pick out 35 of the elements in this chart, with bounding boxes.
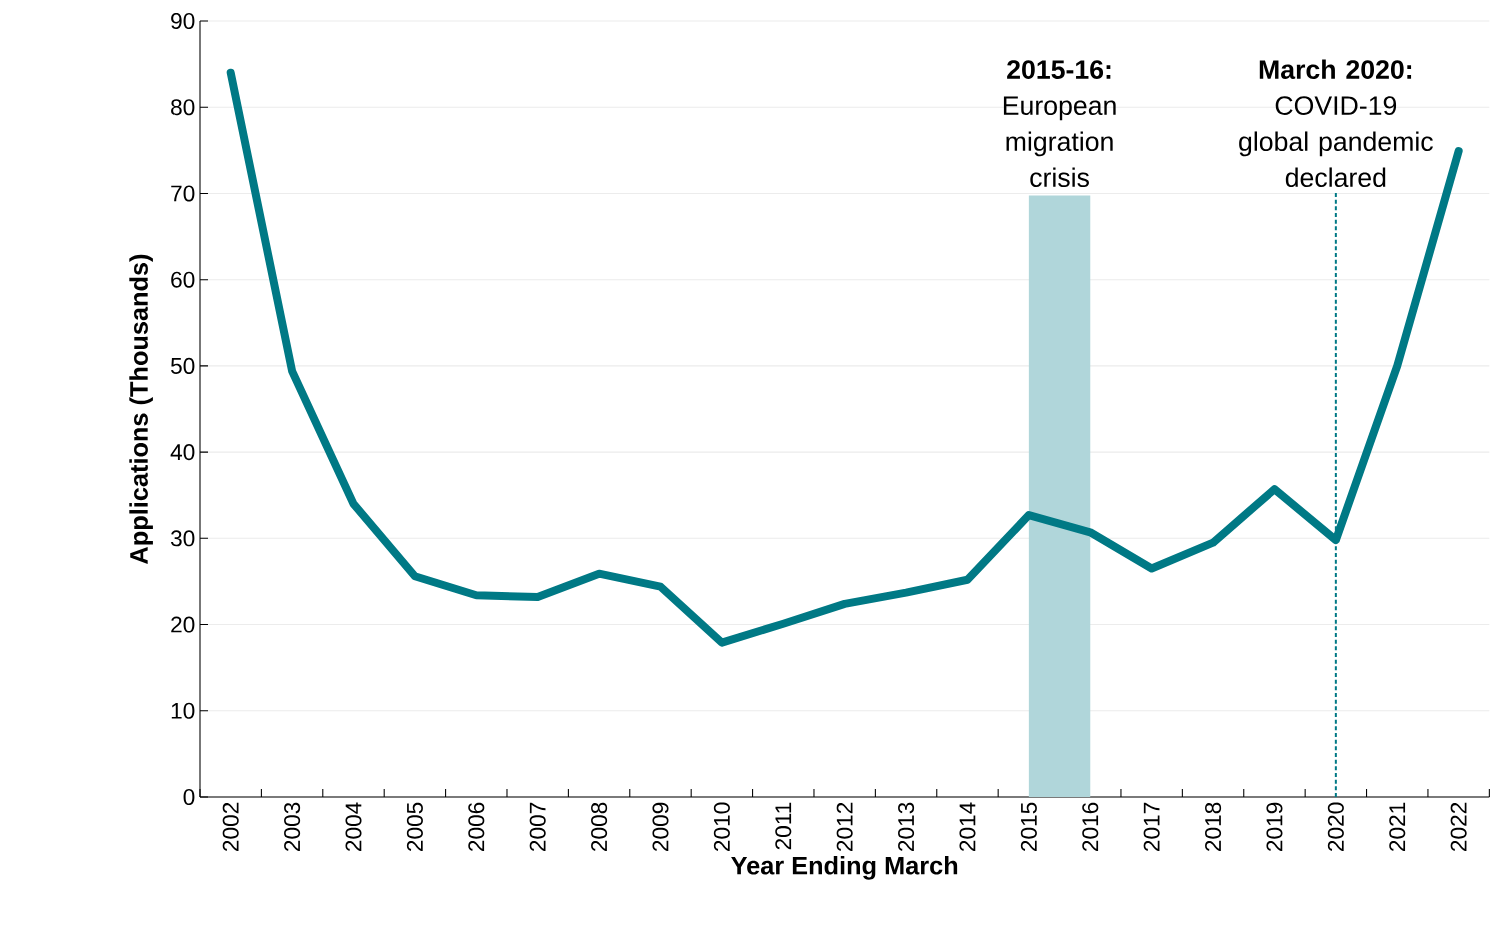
x-tick-label: 2002 <box>222 802 239 851</box>
x-tick-label: 2006 <box>468 802 485 851</box>
x-tick-label: 2003 <box>284 802 301 851</box>
x-tick-label: 2011 <box>775 802 792 850</box>
x-tick-label: 2012 <box>836 802 853 851</box>
x-tick-label: 2019 <box>1266 802 1283 851</box>
x-tick-label: 2008 <box>591 802 608 851</box>
x-axis-title: Year Ending March <box>731 855 958 880</box>
x-tick-label: 2015 <box>1020 802 1037 851</box>
x-tick-label: 2022 <box>1450 802 1467 851</box>
y-axis-title: Applications (Thousands) <box>129 254 153 564</box>
x-tick-label: 2018 <box>1205 802 1222 851</box>
x-tick-label: 2021 <box>1389 802 1406 851</box>
band-label: 2015-16: European migration crisis <box>1003 60 1116 188</box>
y-tick-label: 70 <box>171 185 195 202</box>
ref-line-label: March 2020: COVID-19 global pandemic declared <box>1239 59 1433 188</box>
x-tick-label: 2016 <box>1082 802 1099 851</box>
x-tick-label: 2010 <box>713 802 730 851</box>
y-tick-label: 20 <box>171 616 195 633</box>
x-tick-label: 2009 <box>652 802 669 851</box>
x-tick-label: 2005 <box>406 802 423 851</box>
y-tick-label: 0 <box>183 788 195 806</box>
y-tick-label: 40 <box>170 444 195 461</box>
y-tick-label: 50 <box>170 357 195 374</box>
y-tick-label: 10 <box>171 702 195 719</box>
x-tick-label: 2014 <box>959 802 976 851</box>
x-tick-label: 2007 <box>529 802 546 851</box>
y-tick-label: 60 <box>171 271 195 288</box>
x-tick-label: 2020 <box>1327 802 1344 851</box>
y-tick-label: 30 <box>170 530 195 547</box>
x-tick-label: 2004 <box>345 802 362 851</box>
x-tick-label: 2017 <box>1143 802 1160 851</box>
y-tick-label: 90 <box>171 12 195 30</box>
y-tick-label: 80 <box>171 99 195 116</box>
x-tick-label: 2013 <box>898 802 915 851</box>
